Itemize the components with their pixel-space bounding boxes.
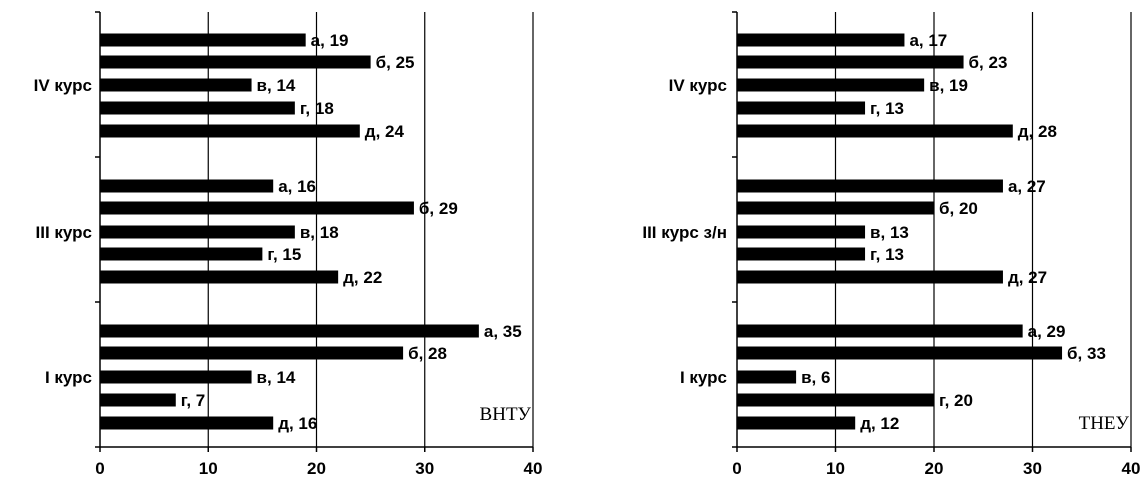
bar bbox=[100, 33, 306, 47]
data-label: в, 18 bbox=[300, 223, 339, 242]
bar bbox=[100, 393, 176, 407]
bar bbox=[100, 247, 263, 261]
data-label: г, 18 bbox=[300, 99, 334, 118]
chart-annotation: ВНТУ bbox=[480, 404, 532, 425]
data-label: г, 15 bbox=[267, 245, 301, 264]
bar bbox=[100, 416, 274, 430]
data-label: д, 28 bbox=[1018, 122, 1057, 141]
bar bbox=[737, 393, 934, 407]
bar-chart-panel-2: 0 10 20 30 40 IV курс а, 17 б, 23в, 19 г, 13 д, 2… bbox=[642, 11, 1141, 478]
data-label: а, 27 bbox=[1008, 177, 1046, 196]
data-label: в, 19 bbox=[929, 76, 968, 95]
x-tick-label: 30 bbox=[1023, 459, 1042, 478]
bar bbox=[100, 270, 339, 284]
bar bbox=[737, 201, 934, 215]
data-label: б, 29 bbox=[419, 199, 458, 218]
bar bbox=[737, 78, 925, 92]
data-label: б, 25 bbox=[376, 53, 415, 72]
bar bbox=[737, 247, 866, 261]
x-tick-label: 40 bbox=[524, 459, 543, 478]
data-label: в, 13 bbox=[870, 223, 909, 242]
bar bbox=[737, 179, 1003, 193]
data-label: б, 28 bbox=[408, 344, 447, 363]
data-label: в, 6 bbox=[801, 368, 830, 387]
category-label: III курс bbox=[36, 223, 92, 242]
category-label: IV курс bbox=[669, 76, 727, 95]
x-tick-label: 20 bbox=[307, 459, 326, 478]
bar bbox=[737, 370, 797, 384]
data-label: д, 12 bbox=[860, 414, 899, 433]
data-label: в, 14 bbox=[257, 76, 296, 95]
x-tick-label: 0 bbox=[95, 459, 104, 478]
bar bbox=[100, 179, 274, 193]
data-label: г, 7 bbox=[181, 391, 206, 410]
bar bbox=[100, 78, 252, 92]
bar bbox=[100, 124, 360, 138]
chart-annotation: ТНЕУ bbox=[1079, 413, 1130, 434]
data-label: г, 20 bbox=[939, 391, 973, 410]
bar bbox=[737, 33, 905, 47]
x-tick-label: 10 bbox=[826, 459, 845, 478]
data-label: а, 29 bbox=[1028, 322, 1066, 341]
data-label: б, 20 bbox=[939, 199, 978, 218]
x-tick-label: 40 bbox=[1122, 459, 1141, 478]
bar bbox=[100, 55, 371, 69]
data-label: д, 24 bbox=[365, 122, 405, 141]
bar bbox=[100, 225, 295, 239]
data-label: д, 22 bbox=[343, 268, 382, 287]
data-label: г, 13 bbox=[870, 245, 904, 264]
data-label: а, 16 bbox=[278, 177, 316, 196]
bar bbox=[737, 346, 1063, 360]
bar bbox=[100, 101, 295, 115]
bar bbox=[100, 324, 479, 338]
bar bbox=[737, 270, 1003, 284]
x-tick-label: 0 bbox=[732, 459, 741, 478]
data-label: а, 35 bbox=[484, 322, 522, 341]
x-tick-label: 30 bbox=[415, 459, 434, 478]
bar bbox=[100, 370, 252, 384]
category-label: IV курс bbox=[34, 76, 92, 95]
data-label: а, 19 bbox=[311, 31, 349, 50]
category-label: I курс bbox=[45, 368, 92, 387]
bar bbox=[737, 101, 866, 115]
bar bbox=[737, 225, 866, 239]
x-tick-label: 20 bbox=[925, 459, 944, 478]
category-label: I курс bbox=[680, 368, 727, 387]
bar bbox=[737, 324, 1023, 338]
category-label: III курс з/н bbox=[642, 223, 727, 242]
data-label: б, 23 bbox=[969, 53, 1008, 72]
bar bbox=[737, 124, 1013, 138]
bar bbox=[737, 416, 856, 430]
x-tick-label: 10 bbox=[199, 459, 218, 478]
bar bbox=[100, 201, 414, 215]
bar bbox=[100, 346, 404, 360]
data-label: д, 16 bbox=[278, 414, 317, 433]
data-label: б, 33 bbox=[1067, 344, 1106, 363]
data-label: д, 27 bbox=[1008, 268, 1047, 287]
data-label: в, 14 bbox=[257, 368, 296, 387]
data-label: а, 17 bbox=[909, 31, 947, 50]
bar bbox=[737, 55, 964, 69]
data-label: г, 13 bbox=[870, 99, 904, 118]
